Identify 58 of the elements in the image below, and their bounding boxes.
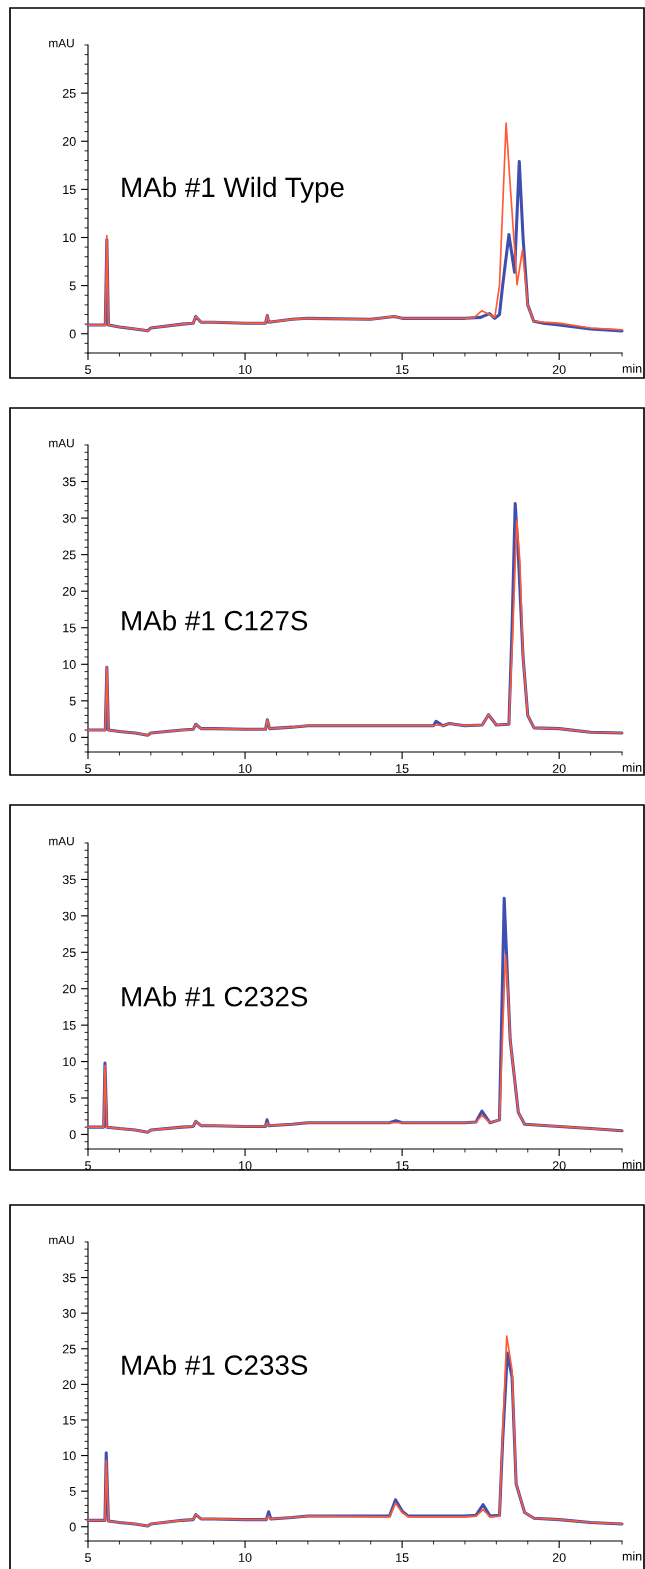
- x-tick-label: 10: [239, 1553, 252, 1562]
- y-tick-label: 30: [62, 911, 76, 921]
- y-tick-label: 35: [62, 875, 76, 885]
- y-tick-label: 0: [69, 329, 76, 339]
- y-tick-label: 30: [62, 513, 76, 523]
- x-tick-label: 15: [396, 1161, 409, 1170]
- x-tick-label: 20: [552, 1161, 566, 1170]
- x-tick-label: 15: [396, 1553, 409, 1562]
- text: MAb #1 C232S: [122, 986, 308, 1007]
- y-axis-title: mAU: [49, 837, 74, 846]
- x-tick-label: 5: [85, 1553, 91, 1562]
- x-tick-label: 5: [85, 764, 91, 773]
- x-tick-label: 10: [239, 764, 252, 773]
- x-axis-title: min: [622, 1551, 642, 1561]
- y-tick-label: 20: [62, 1380, 76, 1390]
- y-tick-label: 0: [69, 733, 76, 743]
- text: MAb #1 C233S: [122, 1354, 308, 1376]
- y-tick-label: 20: [62, 137, 76, 146]
- x-tick-label: 20: [552, 764, 566, 773]
- y-tick-label: 15: [63, 623, 76, 633]
- y-tick-label: 10: [63, 233, 76, 243]
- y-tick-label: 0: [69, 1522, 76, 1532]
- y-tick-label: 15: [63, 185, 76, 195]
- y-axis-title: mAU: [49, 439, 74, 448]
- x-tick-label: 15: [396, 365, 409, 374]
- y-axis-title: mAU: [49, 1235, 74, 1245]
- text: MAb #1 Wild Type: [122, 176, 344, 203]
- y-tick-label: 5: [69, 696, 76, 706]
- x-tick-label: 20: [552, 365, 566, 374]
- x-tick-label: 5: [85, 1161, 91, 1170]
- y-tick-label: 10: [63, 1451, 76, 1461]
- x-tick-label: 5: [85, 365, 91, 374]
- y-tick-label: 5: [69, 1487, 76, 1496]
- y-tick-label: 25: [62, 88, 76, 98]
- y-tick-label: 10: [63, 660, 76, 669]
- x-axis-title: min: [622, 762, 642, 772]
- y-tick-label: 5: [69, 281, 76, 291]
- x-axis-title: min: [622, 1159, 642, 1169]
- y-tick-label: 25: [62, 1344, 76, 1354]
- y-tick-label: 35: [62, 477, 76, 487]
- x-tick-label: 10: [239, 365, 252, 374]
- y-tick-label: 20: [62, 984, 76, 994]
- x-tick-label: 10: [239, 1161, 252, 1170]
- y-tick-label: 15: [63, 1415, 76, 1425]
- y-tick-label: 10: [63, 1057, 76, 1067]
- y-tick-label: 25: [62, 948, 76, 957]
- y-tick-label: 15: [63, 1021, 76, 1030]
- x-tick-label: 15: [396, 764, 409, 773]
- y-tick-label: 5: [69, 1093, 76, 1103]
- y-tick-label: 35: [62, 1273, 76, 1283]
- y-tick-label: 20: [62, 586, 76, 596]
- y-tick-label: 0: [69, 1130, 76, 1140]
- y-tick-label: 30: [62, 1308, 76, 1318]
- x-axis-title: min: [622, 363, 642, 373]
- y-axis-title: mAU: [49, 39, 74, 48]
- y-tick-label: 25: [62, 550, 76, 560]
- x-tick-label: 20: [552, 1553, 566, 1562]
- text: MAb #1 C127S: [122, 610, 308, 631]
